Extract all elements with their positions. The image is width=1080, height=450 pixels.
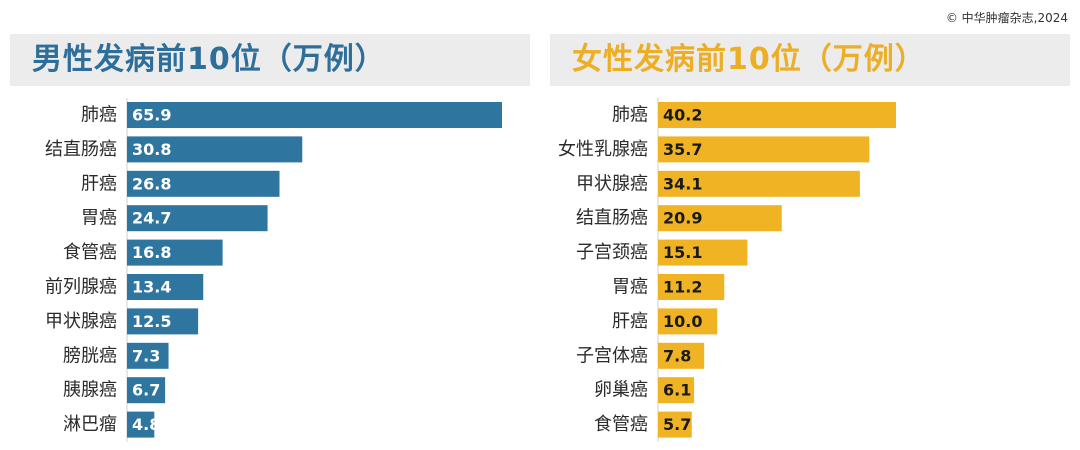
female-category-label: 胃癌	[612, 277, 648, 298]
male-chart-panel: 男性发病前10位（万例） 肺癌 65.9 结直肠癌 30.8 肝癌 26.8 胃癌 24.7 食…	[10, 34, 530, 450]
male-bar	[127, 308, 199, 335]
male-value-label: 12.5	[132, 312, 171, 331]
male-value-label: 65.9	[132, 106, 171, 125]
male-category-label: 甲状腺癌	[45, 311, 117, 332]
female-category-label: 甲状腺癌	[576, 173, 648, 194]
male-category-label: 肺癌	[81, 105, 117, 126]
male-category-label: 结直肠癌	[45, 139, 117, 160]
male-value-label: 26.8	[132, 174, 171, 193]
female-value-label: 15.1	[663, 243, 702, 262]
male-bar	[127, 102, 502, 128]
male-bar	[127, 170, 280, 197]
female-value-label: 34.1	[663, 174, 702, 193]
male-category-label: 前列腺癌	[45, 277, 117, 298]
female-bar-chart: 肺癌 40.2 女性乳腺癌 35.7 甲状腺癌 34.1 结直肠癌 20.9 子宫颈癌 15.1 胃…	[558, 97, 896, 442]
male-bar	[127, 239, 223, 266]
male-value-label: 7.3	[132, 346, 160, 365]
male-value-label: 6.7	[132, 381, 160, 400]
male-bar	[127, 411, 155, 438]
female-value-label: 40.2	[663, 106, 702, 125]
male-category-label: 膀胱癌	[63, 345, 117, 366]
female-value-label: 20.9	[663, 209, 702, 228]
male-chart-title: 男性发病前10位（万例）	[10, 34, 530, 86]
male-value-label: 30.8	[132, 140, 171, 159]
male-bar	[127, 205, 268, 232]
female-category-label: 肝癌	[612, 311, 648, 332]
female-bar	[658, 411, 692, 438]
female-value-label: 11.2	[663, 278, 702, 297]
male-category-label: 淋巴瘤	[63, 414, 117, 435]
female-bar	[658, 170, 860, 197]
female-category-label: 卵巢癌	[594, 380, 648, 401]
female-value-label: 5.7	[663, 415, 691, 434]
female-chart-title: 女性发病前10位（万例）	[550, 34, 1070, 86]
female-category-label: 子宫体癌	[576, 345, 648, 366]
male-category-label: 胰腺癌	[63, 380, 117, 401]
male-category-label: 胃癌	[81, 208, 117, 229]
male-bar	[127, 377, 166, 404]
female-bar	[658, 102, 896, 128]
female-bar	[658, 239, 748, 266]
female-category-label: 女性乳腺癌	[558, 139, 648, 160]
male-category-label: 食管癌	[63, 242, 117, 263]
female-category-label: 肺癌	[612, 105, 648, 126]
female-bar	[658, 342, 705, 369]
female-bar	[658, 274, 725, 300]
female-bar	[658, 377, 695, 404]
female-bar	[658, 136, 870, 163]
male-bar-chart: 肺癌 65.9 结直肠癌 30.8 肝癌 26.8 胃癌 24.7 食管癌 16.8 前列腺癌 13.…	[45, 97, 502, 442]
male-bar	[127, 274, 204, 300]
female-chart-panel: 女性发病前10位（万例） 肺癌 40.2 女性乳腺癌 35.7 甲状腺癌 34.1 结直肠癌…	[550, 34, 1070, 450]
source-credit: © 中华肿瘤杂志,2024	[945, 11, 1068, 25]
female-value-label: 7.8	[663, 346, 691, 365]
female-bar	[658, 205, 782, 232]
female-bar	[658, 308, 718, 335]
female-category-label: 子宫颈癌	[576, 242, 648, 263]
male-value-label: 24.7	[132, 209, 171, 228]
female-category-label: 食管癌	[594, 414, 648, 435]
male-bar	[127, 342, 169, 369]
female-category-label: 结直肠癌	[576, 208, 648, 229]
male-value-label: 16.8	[132, 243, 171, 262]
male-category-label: 肝癌	[81, 173, 117, 194]
female-value-label: 10.0	[663, 312, 702, 331]
male-bar	[127, 136, 303, 163]
female-value-label: 6.1	[663, 381, 691, 400]
male-value-label: 4.8	[132, 415, 160, 434]
female-value-label: 35.7	[663, 140, 702, 159]
male-value-label: 13.4	[132, 278, 171, 297]
